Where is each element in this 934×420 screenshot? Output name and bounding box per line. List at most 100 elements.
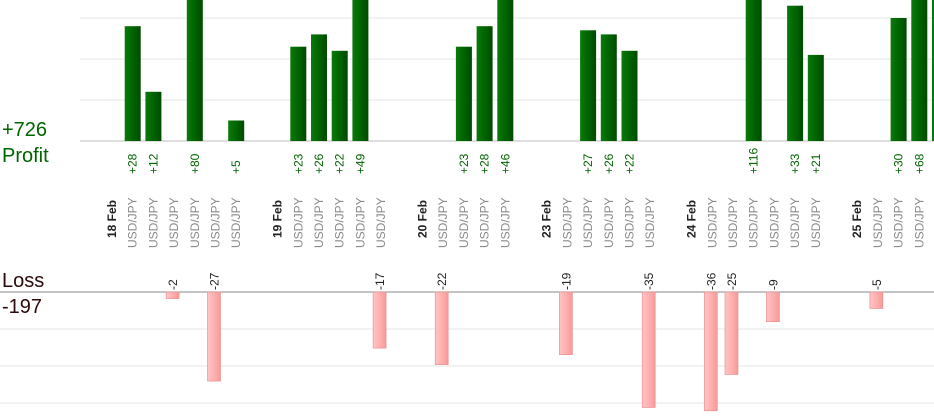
profit-value-label: +5 xyxy=(229,160,243,174)
bars xyxy=(124,0,934,412)
profit-bar xyxy=(745,0,762,141)
loss-bar xyxy=(207,291,221,382)
date-label: 20 Feb xyxy=(416,200,430,238)
symbol-label: USD/JPY xyxy=(312,197,326,248)
symbol-label: USD/JPY xyxy=(912,197,926,248)
symbol-label: USD/JPY xyxy=(560,197,574,248)
profit-value-label: +27 xyxy=(581,153,595,174)
profit-value-label: +22 xyxy=(333,153,347,174)
loss-value-label: -22 xyxy=(435,272,449,290)
symbol-label: USD/JPY xyxy=(498,197,512,248)
profit-value-label: +30 xyxy=(892,153,906,174)
loss-label: Loss xyxy=(2,270,45,292)
profit-bar xyxy=(124,26,141,142)
profit-value-label: +21 xyxy=(809,153,823,174)
symbol-label: USD/JPY xyxy=(809,197,823,248)
profit-bar xyxy=(911,0,928,141)
profit-value-label: +26 xyxy=(602,153,616,174)
date-label: 19 Feb xyxy=(271,200,285,238)
profit-bar xyxy=(290,46,307,142)
symbol-label: USD/JPY xyxy=(726,197,740,248)
loss-bar xyxy=(165,291,180,299)
profit-value-label: +23 xyxy=(291,153,305,174)
loss-value-label: -19 xyxy=(559,272,573,290)
loss-bar xyxy=(434,291,449,365)
loss-bar xyxy=(869,291,884,309)
loss-value-label: -2 xyxy=(166,279,180,290)
symbol-label: USD/JPY xyxy=(146,197,160,248)
symbol-label: USD/JPY xyxy=(126,197,140,248)
symbol-label: USD/JPY xyxy=(209,197,223,248)
profit-value-label: +28 xyxy=(478,153,492,174)
loss-bar xyxy=(641,291,656,408)
profit-bar xyxy=(455,46,472,142)
loss-bar xyxy=(766,291,780,323)
profit-label: Profit xyxy=(2,145,49,167)
symbol-label: USD/JPY xyxy=(767,197,781,248)
loss-bar xyxy=(724,291,739,375)
loss-value-label: -35 xyxy=(642,272,656,290)
profit-bar xyxy=(807,54,824,141)
loss-value-label: -27 xyxy=(208,272,222,290)
profit-bar xyxy=(331,50,348,141)
profit-value-label: +33 xyxy=(788,153,802,174)
symbol-label: USD/JPY xyxy=(374,197,388,248)
profit-bar xyxy=(600,34,617,141)
loss-value-label: -36 xyxy=(704,272,718,290)
loss-bar xyxy=(372,291,387,349)
symbol-label: USD/JPY xyxy=(788,197,802,248)
profit-bar xyxy=(311,34,327,141)
profit-bar xyxy=(186,0,203,141)
profit-bar xyxy=(145,91,162,141)
symbol-label: USD/JPY xyxy=(705,197,719,248)
symbol-label: USD/JPY xyxy=(623,197,637,248)
profit-value-label: +80 xyxy=(188,153,202,174)
labels: 18 Feb 19 Feb 20 Feb 23 Feb 24 Feb 25 Feb USD/… xyxy=(105,148,934,290)
symbol-label: USD/JPY xyxy=(871,197,885,248)
profit-value-label: +68 xyxy=(912,153,926,174)
symbol-label: USD/JPY xyxy=(602,197,616,248)
profit-value-label: +46 xyxy=(498,153,512,174)
loss-bar xyxy=(703,291,718,412)
symbol-label: USD/JPY xyxy=(353,197,367,248)
profit-bar xyxy=(787,5,804,142)
symbol-label: USD/JPY xyxy=(747,197,761,248)
symbol-label: USD/JPY xyxy=(229,197,243,248)
profit-bar xyxy=(621,50,638,141)
profit-bar xyxy=(228,120,245,141)
loss-value-label: -17 xyxy=(373,272,387,290)
profit-value-label: +23 xyxy=(457,153,471,174)
symbol-label: USD/JPY xyxy=(457,197,471,248)
symbol-label: USD/JPY xyxy=(892,197,906,248)
profit-bar xyxy=(932,0,934,141)
profit-bar xyxy=(476,26,493,142)
symbol-label: USD/JPY xyxy=(333,197,347,248)
date-label: 24 Feb xyxy=(685,200,699,238)
symbol-label: USD/JPY xyxy=(643,197,657,248)
symbol-label: USD/JPY xyxy=(436,197,450,248)
symbol-label: USD/JPY xyxy=(167,197,181,248)
loss-value-label: -25 xyxy=(725,272,739,290)
profit-value-label: +26 xyxy=(312,153,326,174)
loss-value-label: -9 xyxy=(766,279,780,290)
date-label: 25 Feb xyxy=(850,200,864,238)
date-label: 18 Feb xyxy=(105,200,119,238)
profit-value-label: +49 xyxy=(353,153,367,174)
profit-bar xyxy=(890,18,907,141)
profit-bar xyxy=(580,30,597,141)
symbol-label: USD/JPY xyxy=(581,197,595,248)
profit-value-label: +28 xyxy=(126,153,140,174)
profit-total: +726 xyxy=(2,119,48,141)
profit-value-label: +22 xyxy=(623,153,637,174)
loss-total: -197 xyxy=(2,296,43,318)
profit-bar xyxy=(352,0,369,141)
profit-bar xyxy=(497,0,514,141)
loss-bar xyxy=(559,291,573,356)
profit-value-label: +12 xyxy=(146,153,160,174)
symbol-label: USD/JPY xyxy=(291,197,305,248)
symbol-label: USD/JPY xyxy=(478,197,492,248)
symbol-label: USD/JPY xyxy=(188,197,202,248)
profit-value-label: +116 xyxy=(747,148,761,174)
date-label: 23 Feb xyxy=(540,200,554,238)
